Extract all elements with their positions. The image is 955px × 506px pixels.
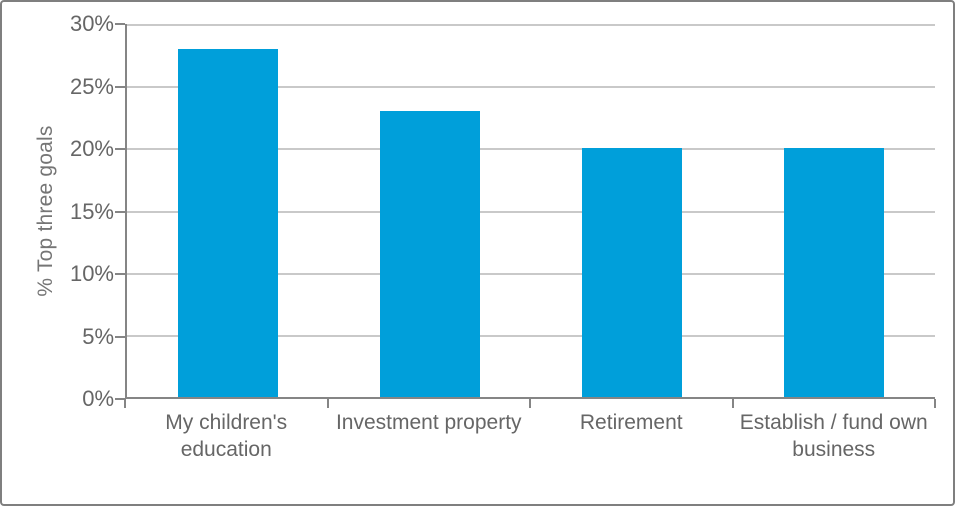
bar-slot: [329, 24, 531, 397]
gridline: [127, 272, 935, 275]
y-tick-label: 5%: [82, 323, 114, 349]
bar-slot: [531, 24, 733, 397]
x-category-label: Retirement: [579, 411, 683, 434]
y-tick-label: 15%: [69, 198, 114, 224]
x-axis-category-labels: My children's education Investment proper…: [125, 409, 935, 463]
x-tick-mark: [731, 399, 734, 408]
gridline: [127, 210, 935, 213]
bar-2: [380, 111, 480, 397]
gridline: [127, 334, 935, 337]
gridline: [127, 24, 935, 26]
bar-3: [582, 148, 682, 397]
y-tick-label: 10%: [69, 261, 114, 286]
bar-slot: [733, 24, 935, 397]
y-tick-mark: [115, 23, 125, 25]
x-tick-mark: [529, 399, 531, 408]
x-tick-mark: [934, 399, 936, 408]
x-tick-mark: [326, 399, 329, 408]
bars-layer: [127, 24, 935, 397]
y-tick-mark: [115, 210, 125, 213]
gridline: [127, 148, 935, 151]
bar-4: [784, 148, 884, 397]
y-tick-label: 25%: [69, 73, 114, 99]
x-tick-mark: [124, 399, 126, 408]
x-category-label: Investment property: [335, 411, 522, 434]
x-category-label: Establish / fund own business: [739, 411, 928, 461]
y-tick-label: 30%: [69, 11, 114, 36]
y-tick-mark: [115, 335, 125, 338]
y-tick-mark: [115, 85, 125, 88]
y-tick-mark: [115, 398, 125, 400]
y-tick-mark: [115, 273, 125, 275]
bar-1: [178, 48, 278, 397]
x-category-label: My children's education: [165, 411, 288, 461]
y-tick-mark: [115, 148, 125, 150]
y-tick-label: 0%: [82, 386, 114, 411]
gridline: [127, 86, 935, 89]
bar-slot: [127, 24, 329, 397]
plot-area: [125, 24, 935, 399]
y-tick-label: 20%: [69, 136, 114, 161]
